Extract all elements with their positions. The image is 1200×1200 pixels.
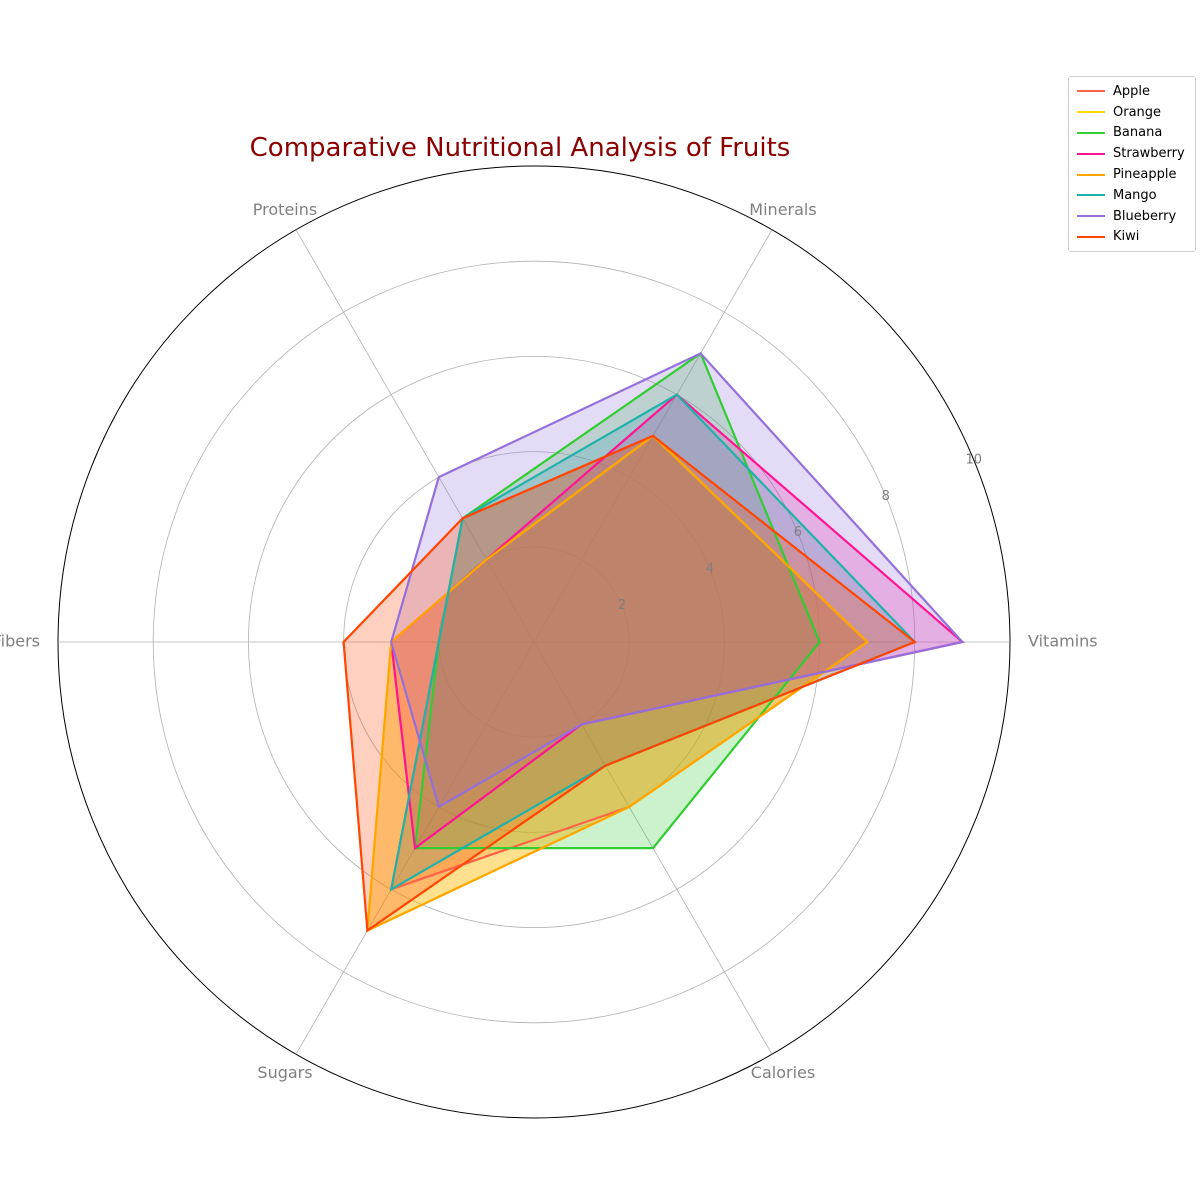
axis-label-fibers: Fibers <box>0 632 40 651</box>
axis-label-calories: Calories <box>751 1063 815 1082</box>
axis-label-proteins: Proteins <box>253 200 317 219</box>
r-tick-label: 2 <box>618 598 626 613</box>
legend-item: Kiwi <box>1069 227 1195 248</box>
r-tick-label: 6 <box>794 525 802 540</box>
axis-label-vitamins: Vitamins <box>1028 632 1098 651</box>
series-line-kiwi <box>342 434 917 933</box>
legend-label: Mango <box>1113 187 1157 203</box>
legend-swatch <box>1077 90 1105 93</box>
series-fill-orange <box>367 435 868 931</box>
legend-swatch <box>1077 235 1105 238</box>
legend-label: Kiwi <box>1113 229 1140 245</box>
r-tick-label: 10 <box>965 452 982 467</box>
legend-item: Apple <box>1069 81 1195 102</box>
legend-swatch <box>1077 131 1105 134</box>
legend-label: Pineapple <box>1113 167 1177 183</box>
legend-item: Mango <box>1069 185 1195 206</box>
series-fill-mango <box>391 394 915 890</box>
legend-item: Banana <box>1069 123 1195 144</box>
legend-swatch <box>1077 173 1105 176</box>
legend-label: Orange <box>1113 104 1162 120</box>
series-fill-strawberry <box>391 394 963 849</box>
legend-label: Apple <box>1113 83 1151 99</box>
legend-swatch <box>1077 111 1105 114</box>
series-fill-banana <box>415 353 820 849</box>
axis-label-sugars: Sugars <box>257 1063 312 1082</box>
legend-label: Blueberry <box>1113 208 1177 224</box>
legend-label: Banana <box>1113 125 1163 141</box>
chart-legend: Apple Orange Banana Strawberry Pineapple Mang… <box>1068 76 1196 253</box>
r-tick-label: 8 <box>882 489 890 504</box>
chart-title: Comparative Nutritional Analysis of Frui… <box>250 133 791 163</box>
axis-label-minerals: Minerals <box>749 200 816 219</box>
legend-swatch <box>1077 194 1105 197</box>
grid-spoke <box>295 229 535 643</box>
radar-series <box>342 351 965 933</box>
legend-swatch <box>1077 215 1105 218</box>
legend-item: Blueberry <box>1069 206 1195 227</box>
r-tick-label: 4 <box>706 562 714 577</box>
legend-item: Strawberry <box>1069 143 1195 164</box>
radar-labels: 2 4 6 8 10 Vitamins Minerals Proteins Fibers Suga… <box>0 200 1098 1082</box>
series-fill-apple <box>391 435 868 890</box>
legend-label: Strawberry <box>1113 146 1185 162</box>
legend-item: Pineapple <box>1069 164 1195 185</box>
legend-item: Orange <box>1069 102 1195 123</box>
series-fill-blueberry <box>391 353 963 807</box>
series-line-blueberry <box>390 352 965 809</box>
legend-swatch <box>1077 152 1105 155</box>
series-fill-pineapple <box>367 435 868 931</box>
